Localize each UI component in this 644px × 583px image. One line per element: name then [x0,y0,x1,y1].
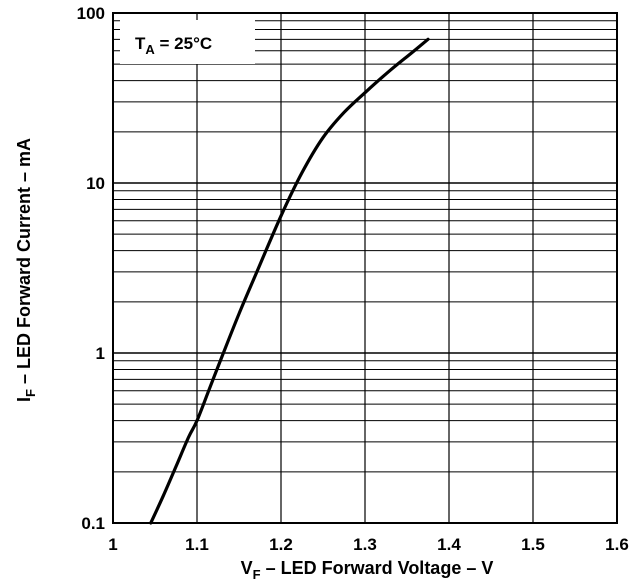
x-tick-label: 1.6 [605,535,629,554]
series-layer [149,37,430,525]
temperature-annotation: TA = 25°C [120,20,255,64]
grid [112,13,618,524]
y-tick-labels: 0.1 1 10 100 [77,4,105,533]
x-tick-label: 1.1 [185,535,209,554]
plot-border [112,12,618,524]
x-tick-label: 1.4 [437,535,461,554]
annotation-box [120,20,255,64]
forward-current-curve [149,37,430,525]
x-tick-labels: 1 1.1 1.2 1.3 1.4 1.5 1.6 [108,535,629,554]
x-tick-label: 1.5 [521,535,545,554]
x-tick-label: 1.3 [353,535,377,554]
y-tick-label: 1 [96,344,105,363]
annotation-text: TA = 25°C [135,34,212,57]
y-tick-label: 100 [77,4,105,23]
y-tick-label: 10 [86,174,105,193]
y-axis-label: IF – LED Forward Current – mA [14,138,38,402]
plot-frame [112,12,618,524]
x-tick-label: 1 [108,535,117,554]
y-tick-label: 0.1 [81,514,105,533]
x-tick-label: 1.2 [269,535,293,554]
x-axis-label: VF – LED Forward Voltage – V [241,558,494,582]
